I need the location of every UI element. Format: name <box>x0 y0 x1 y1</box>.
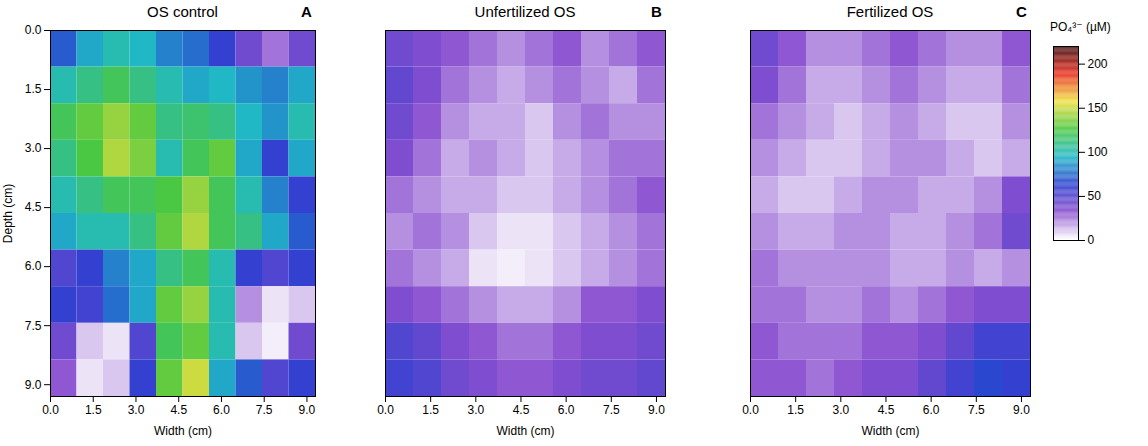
html-text:Fertilized OS: Fertilized OS <box>846 3 934 20</box>
svg-text:6.0: 6.0 <box>25 259 42 273</box>
svg-text:Width (cm): Width (cm) <box>497 424 555 438</box>
svg-text:50: 50 <box>1088 189 1102 203</box>
svg-text:7.5: 7.5 <box>968 403 985 417</box>
svg-text:1.5: 1.5 <box>85 403 102 417</box>
svg-text:Width (cm): Width (cm) <box>154 424 212 438</box>
svg-text:1.5: 1.5 <box>422 403 439 417</box>
svg-text:6.0: 6.0 <box>923 403 940 417</box>
svg-text:0.0: 0.0 <box>25 24 42 37</box>
html-text:OS control: OS control <box>147 3 218 20</box>
svg-text:3.0: 3.0 <box>25 141 42 155</box>
svg-text:3.0: 3.0 <box>467 403 484 417</box>
svg-text:200: 200 <box>1088 57 1108 71</box>
svg-text:6.0: 6.0 <box>213 403 230 417</box>
svg-text:9.0: 9.0 <box>648 403 665 417</box>
svg-text:7.5: 7.5 <box>256 403 273 417</box>
svg-text:0: 0 <box>1088 233 1095 247</box>
svg-text:6.0: 6.0 <box>558 403 575 417</box>
svg-text:4.5: 4.5 <box>513 403 530 417</box>
svg-text:7.5: 7.5 <box>603 403 620 417</box>
svg-text:Depth (cm): Depth (cm) <box>1 184 15 243</box>
svg-text:3.0: 3.0 <box>128 403 145 417</box>
html-text:B: B <box>651 3 662 20</box>
svg-text:9.0: 9.0 <box>25 378 42 392</box>
svg-text:4.5: 4.5 <box>25 200 42 214</box>
svg-text:9.0: 9.0 <box>1013 403 1030 417</box>
svg-text:150: 150 <box>1088 101 1108 115</box>
svg-text:9.0: 9.0 <box>299 403 316 417</box>
svg-text:0.0: 0.0 <box>377 403 394 417</box>
html-text:PO₄³⁻ (µM): PO₄³⁻ (µM) <box>1050 20 1111 34</box>
svg-text:1.5: 1.5 <box>787 403 804 417</box>
svg-text:3.0: 3.0 <box>832 403 849 417</box>
svg-text:4.5: 4.5 <box>170 403 187 417</box>
svg-text:0.0: 0.0 <box>742 403 759 417</box>
svg-text:4.5: 4.5 <box>878 403 895 417</box>
svg-text:7.5: 7.5 <box>25 319 42 333</box>
html-text:Unfertilized OS: Unfertilized OS <box>474 3 576 20</box>
html-text:C: C <box>1016 3 1027 20</box>
svg-text:100: 100 <box>1088 145 1108 159</box>
svg-text:1.5: 1.5 <box>25 82 42 96</box>
svg-text:0.0: 0.0 <box>42 403 59 417</box>
svg-text:Width (cm): Width (cm) <box>862 424 920 438</box>
html-text:A: A <box>301 3 312 20</box>
